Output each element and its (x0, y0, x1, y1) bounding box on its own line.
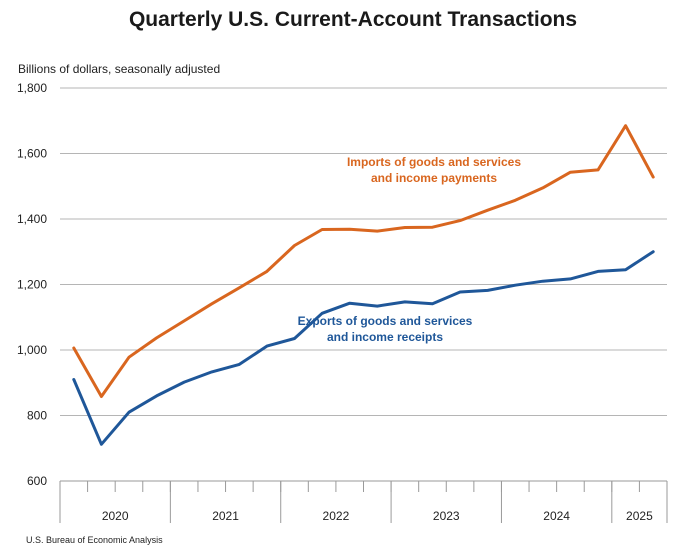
source-note: U.S. Bureau of Economic Analysis (26, 535, 163, 545)
y-tick-label: 1,800 (17, 81, 47, 95)
y-tick-label: 1,400 (17, 212, 47, 226)
y-tick-label: 600 (27, 474, 47, 488)
chart-title: Quarterly U.S. Current-Account Transacti… (129, 8, 577, 31)
x-tick-label-2023: 2023 (433, 509, 460, 523)
x-tick-label-2021: 2021 (212, 509, 239, 523)
y-tick-label: 800 (27, 409, 47, 423)
series-line-imports (72, 124, 655, 398)
y-tick-label: 1,600 (17, 147, 47, 161)
x-tick-label-2020: 2020 (102, 509, 129, 523)
x-tick-label-2025: 2025 (626, 509, 653, 523)
series-lines (72, 124, 655, 446)
series-label-imports: and income payments (371, 171, 497, 185)
x-tick-label-2022: 2022 (323, 509, 350, 523)
series-label-exports: and income receipts (327, 330, 443, 344)
series-labels: Imports of goods and services and income … (298, 155, 522, 344)
series-label-exports: Exports of goods and services (298, 314, 473, 328)
y-tick-label: 1,000 (17, 343, 47, 357)
x-axis: 2020 2021 2022 2023 2024 2025 (59, 481, 668, 523)
y-tick-labels: 600 800 1,000 1,200 1,400 1,600 1,800 (17, 81, 47, 488)
x-tick-label-2024: 2024 (543, 509, 570, 523)
series-line-exports (72, 250, 655, 446)
series-label-imports: Imports of goods and services (347, 155, 521, 169)
y-tick-label: 1,200 (17, 278, 47, 292)
y-axis-label: Billions of dollars, seasonally adjusted (18, 62, 220, 76)
grid-layer (60, 87, 667, 482)
